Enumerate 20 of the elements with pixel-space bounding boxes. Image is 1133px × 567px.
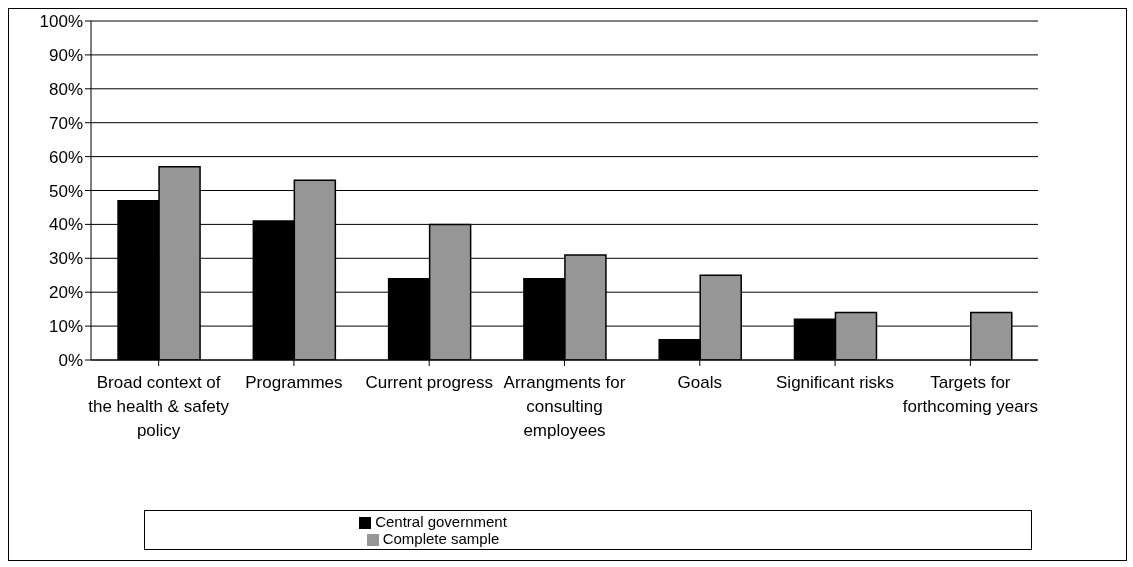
legend-label: Central government xyxy=(375,513,507,530)
y-tick-label: 90% xyxy=(48,45,83,65)
y-tick-label: 50% xyxy=(48,181,83,201)
y-tick-label: 10% xyxy=(48,317,83,337)
y-tick-label: 70% xyxy=(48,113,83,133)
y-tick-label: 80% xyxy=(48,79,83,99)
y-tick-label: 20% xyxy=(48,283,83,303)
x-tick-label: Significant risks xyxy=(776,373,895,393)
legend-label: Complete sample xyxy=(382,530,500,547)
x-tick-label: Goals xyxy=(677,373,722,393)
y-tick-label: 30% xyxy=(48,249,83,269)
x-tick-label: Broad context of the health & safety policy xyxy=(88,373,230,441)
x-tick-label: Targets for forthcoming years xyxy=(902,373,1038,417)
x-tick-label: Current progress xyxy=(365,373,493,393)
y-tick-label: 100% xyxy=(39,12,83,32)
y-tick-label: 60% xyxy=(48,147,83,167)
y-tick-label: 40% xyxy=(48,215,83,235)
x-tick-label: Arrangments for consulting employees xyxy=(503,373,626,441)
x-tick-label: Programmes xyxy=(245,373,343,393)
y-tick-label: 0% xyxy=(58,351,83,371)
